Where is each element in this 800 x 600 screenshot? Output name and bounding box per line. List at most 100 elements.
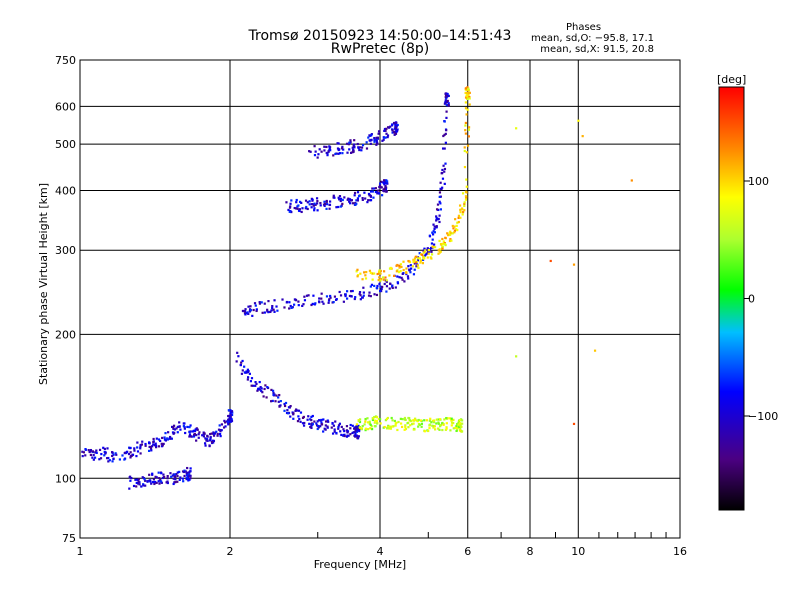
data-point	[424, 249, 427, 252]
data-point	[328, 203, 331, 207]
data-point	[443, 170, 446, 173]
data-point	[455, 429, 458, 433]
data-point	[315, 197, 319, 200]
data-point	[297, 409, 301, 412]
data-point	[302, 415, 305, 419]
phases-mean-o: mean, sd,O: −95.8, 17.1	[531, 33, 654, 44]
data-point	[389, 425, 392, 428]
data-point	[220, 423, 224, 426]
data-point	[328, 298, 331, 301]
data-point	[453, 229, 457, 232]
data-point	[394, 424, 397, 427]
data-point	[212, 432, 215, 435]
data-point	[247, 305, 250, 308]
data-point	[337, 426, 340, 429]
data-point	[99, 457, 103, 460]
data-point	[420, 422, 424, 425]
data-point	[341, 202, 344, 205]
data-point	[352, 144, 355, 148]
data-point	[142, 484, 145, 487]
chart-title: Tromsø 20150923 14:50:00–14:51:43	[248, 28, 512, 44]
data-point	[315, 422, 318, 425]
data-point	[150, 449, 153, 452]
data-point	[433, 227, 436, 231]
data-point	[341, 152, 344, 155]
data-point	[404, 427, 408, 431]
data-point	[246, 311, 249, 314]
data-point	[349, 202, 352, 205]
data-point	[171, 431, 175, 434]
data-point	[301, 304, 304, 308]
plot-frame	[79, 59, 681, 539]
data-point	[271, 399, 274, 403]
data-point	[260, 389, 263, 393]
data-point	[383, 129, 386, 132]
data-point	[409, 271, 412, 274]
data-point	[366, 201, 369, 204]
data-point	[125, 451, 128, 454]
data-point	[391, 425, 394, 428]
data-point	[311, 414, 314, 418]
data-point	[332, 194, 335, 197]
data-point	[279, 404, 282, 407]
data-point	[320, 292, 323, 295]
data-point	[432, 246, 435, 249]
data-point	[129, 479, 132, 482]
data-point	[459, 216, 462, 219]
data-point	[332, 300, 335, 304]
data-point	[328, 207, 331, 210]
data-point	[243, 312, 247, 315]
data-point	[465, 196, 468, 199]
data-point	[411, 265, 414, 268]
data-point	[287, 208, 290, 212]
data-point	[316, 156, 319, 159]
data-point	[359, 294, 362, 297]
data-point	[441, 245, 444, 248]
data-point	[255, 309, 258, 313]
data-point	[423, 254, 427, 257]
data-point	[306, 207, 309, 211]
data-point	[411, 423, 414, 426]
data-point	[249, 380, 253, 383]
data-point	[269, 310, 272, 314]
data-point	[406, 422, 409, 425]
data-point	[403, 418, 406, 421]
data-point	[183, 470, 186, 474]
data-point	[463, 149, 466, 153]
data-point	[315, 202, 319, 205]
data-point	[185, 478, 188, 481]
data-point	[320, 418, 323, 422]
data-point	[311, 302, 314, 306]
data-point	[403, 280, 406, 283]
data-point	[395, 124, 398, 127]
data-point	[247, 312, 250, 316]
data-point	[343, 434, 346, 438]
data-point	[465, 178, 468, 181]
data-point	[330, 426, 333, 429]
data-point	[128, 487, 131, 490]
data-point	[439, 250, 442, 253]
data-point	[254, 381, 257, 384]
data-point	[349, 151, 353, 154]
data-point	[446, 99, 449, 103]
scatter-points	[81, 86, 633, 490]
data-point	[309, 425, 312, 429]
data-point	[150, 482, 153, 485]
data-point	[188, 474, 191, 477]
data-point	[370, 133, 373, 136]
data-point	[444, 428, 447, 431]
data-point	[391, 286, 394, 290]
data-point	[370, 283, 374, 286]
data-point	[241, 309, 245, 313]
data-point	[385, 280, 388, 283]
data-point	[151, 445, 154, 448]
data-point	[188, 478, 191, 481]
data-point	[172, 473, 175, 476]
data-point	[356, 197, 360, 200]
data-point	[137, 480, 140, 483]
data-point	[412, 273, 416, 276]
data-point	[283, 306, 286, 309]
y-tick-label: 750	[55, 54, 76, 67]
data-point	[438, 428, 441, 431]
data-point	[152, 437, 155, 441]
